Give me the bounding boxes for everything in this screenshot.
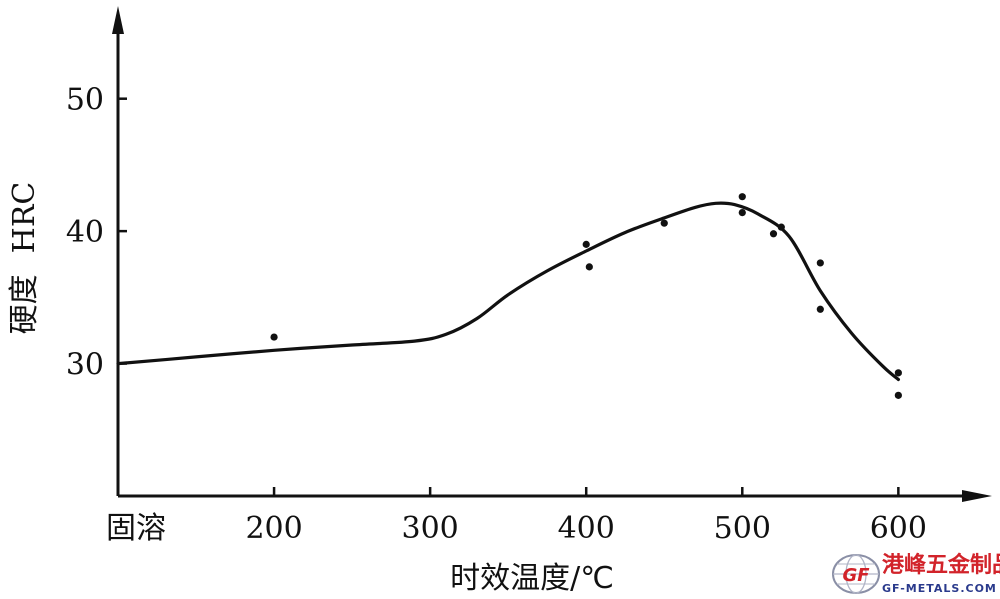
axes bbox=[112, 6, 992, 502]
x-tick-label: 200 bbox=[245, 511, 302, 546]
data-point bbox=[816, 259, 824, 267]
y-tick-label: 40 bbox=[66, 215, 104, 250]
y-axis-title-unit: HRC bbox=[7, 182, 42, 254]
data-points bbox=[270, 193, 902, 399]
x-tick-label: 600 bbox=[870, 511, 927, 546]
logo-text-cn: 港峰五金制品 bbox=[882, 552, 1000, 578]
x-tick-label: 500 bbox=[714, 511, 771, 546]
data-point bbox=[894, 369, 902, 377]
y-tick-label: 30 bbox=[66, 348, 104, 383]
y-ticks: 30 40 50 bbox=[66, 83, 127, 383]
y-tick-label: 50 bbox=[66, 83, 104, 118]
data-point bbox=[738, 193, 746, 201]
data-point bbox=[270, 333, 278, 341]
logo-mark: GF bbox=[842, 565, 870, 586]
data-point bbox=[894, 391, 902, 399]
x-ticks: 固溶 200 300 400 500 600 bbox=[106, 487, 927, 546]
logo-text-en: GF-METALS.COM bbox=[882, 582, 997, 595]
y-axis-title-cjk: 硬度 bbox=[7, 274, 42, 334]
x-axis-title: 时效温度/℃ bbox=[450, 561, 614, 596]
x-tick-label: 300 bbox=[402, 511, 459, 546]
data-point bbox=[816, 305, 824, 313]
data-point bbox=[769, 230, 778, 238]
x-axis-arrow bbox=[962, 490, 992, 502]
svg-text:硬度 HRC: 硬度 HRC bbox=[7, 182, 42, 335]
data-point bbox=[738, 208, 746, 217]
x-tick-label: 固溶 bbox=[106, 511, 166, 546]
y-axis-arrow bbox=[112, 6, 124, 34]
data-point bbox=[585, 263, 593, 271]
hardness-curve bbox=[116, 201, 900, 382]
data-point bbox=[582, 240, 590, 248]
watermark-logo: GF 港峰五金制品 GF-METALS.COM bbox=[832, 552, 1000, 595]
data-point bbox=[660, 219, 668, 227]
data-point bbox=[777, 223, 785, 231]
y-axis-title: 硬度 HRC bbox=[7, 182, 42, 335]
x-tick-label: 400 bbox=[558, 511, 615, 546]
